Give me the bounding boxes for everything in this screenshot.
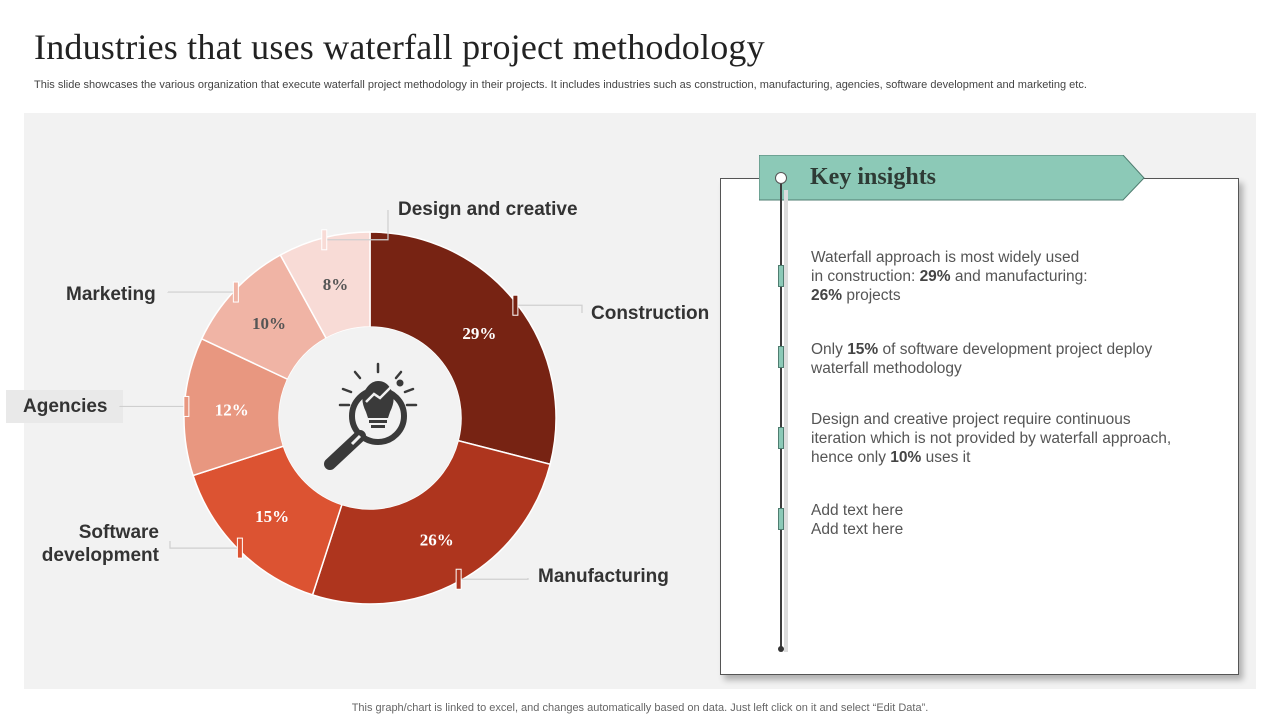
callout-line-construction [515, 304, 583, 313]
label-agencies: Agencies [23, 396, 108, 417]
label-construction: Construction [591, 303, 710, 324]
insight-item-2: Only 15% of software development project… [811, 340, 1211, 378]
timeline-start-dot [775, 172, 787, 184]
key-insights-panel [720, 178, 1239, 675]
value-label-marketing: 10% [252, 314, 286, 333]
callout-tick-software-development [236, 537, 243, 559]
key-insights-banner [759, 155, 1145, 201]
callout-line-software-development [169, 541, 240, 549]
insight-1-text: and manufacturing: [950, 268, 1088, 285]
insight-1-value: 29% [919, 268, 951, 285]
timeline-marker-1 [778, 265, 784, 287]
agencies-label-background [6, 390, 123, 423]
insight-3-text: iteration which is not provided by water… [811, 430, 1172, 447]
insight-3-value: 10% [890, 449, 922, 466]
timeline-marker-2 [778, 346, 784, 368]
page-subtitle: This slide showcases the various organiz… [34, 79, 1087, 91]
value-label-agencies: 12% [215, 400, 249, 419]
timeline-line [780, 178, 782, 650]
insight-4-text: Add text here [811, 502, 904, 519]
insight-item-1: Waterfall approach is most widely used i… [811, 248, 1211, 305]
callout-tick-manufacturing [455, 568, 462, 590]
insight-1-text: projects [842, 287, 901, 304]
insight-3-text: hence only [811, 449, 891, 466]
insight-4-text: Add text here [811, 521, 904, 538]
insight-2-text: Only [811, 341, 848, 358]
callout-line-manufacturing [458, 578, 529, 580]
label-software-development: Software development [30, 521, 159, 567]
insight-item-4: Add text here Add text here [811, 501, 1211, 539]
insight-3-text: Design and creative project require cont… [811, 411, 1131, 428]
insight-2-value: 15% [847, 341, 879, 358]
insight-2-text: of software development project deploy [878, 341, 1153, 358]
label-manufacturing: Manufacturing [538, 566, 669, 587]
insight-1-text: in construction: [811, 268, 920, 285]
label-marketing: Marketing [66, 284, 156, 305]
timeline-marker-3 [778, 427, 784, 449]
lightbulb-magnifier-icon [324, 362, 418, 470]
label-software-line2: development [41, 545, 159, 566]
insight-1-text: Waterfall approach is most widely used [811, 249, 1080, 266]
value-label-construction: 29% [462, 324, 496, 343]
label-design-and-creative: Design and creative [398, 199, 578, 220]
timeline-marker-4 [778, 508, 784, 530]
callout-tick-agencies [183, 395, 190, 417]
label-software-line1: Software [78, 522, 159, 543]
value-label-manufacturing: 26% [420, 530, 454, 549]
insight-item-3: Design and creative project require cont… [811, 410, 1211, 467]
callout-tick-construction [512, 294, 519, 316]
insight-3-text: uses it [921, 449, 971, 466]
callout-tick-design-and-creative [321, 229, 328, 251]
value-label-software-development: 15% [255, 507, 289, 526]
callout-tick-marketing [232, 281, 239, 303]
value-label-design-and-creative: 8% [323, 275, 349, 294]
page-title: Industries that uses waterfall project m… [34, 27, 765, 67]
insight-2-text: waterfall methodology [811, 360, 962, 377]
callout-line-design-and-creative [324, 210, 389, 241]
key-insights-title: Key insights [810, 164, 937, 190]
timeline-shadow [784, 190, 788, 652]
footer-note: This graph/chart is linked to excel, and… [351, 702, 929, 714]
insight-1-value: 26% [811, 287, 843, 304]
timeline-end-dot [778, 646, 784, 652]
